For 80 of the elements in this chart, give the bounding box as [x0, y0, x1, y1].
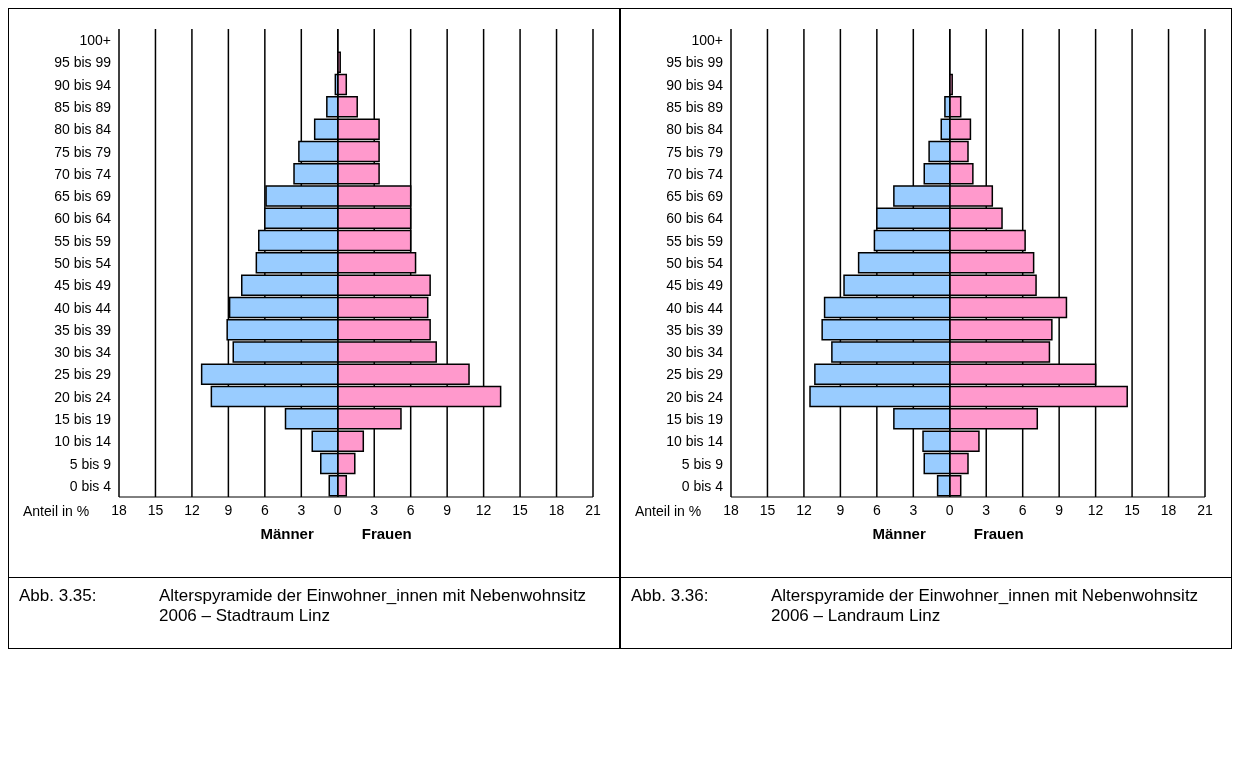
x-tick-label: 6 [260, 501, 269, 518]
x-tick-label: 18 [723, 501, 739, 518]
x-tick-label: 6 [406, 501, 415, 518]
y-tick-label: 5 bis 9 [69, 455, 112, 472]
text: Alterspyramide der Einwohner_innen mit Nebenwohnsitz 2006 – Stadtraum Linz [159, 586, 588, 627]
y-tick-label: 10 bis 14 [54, 433, 112, 450]
y-tick-label: 65 bis 69 [666, 188, 724, 205]
y-tick-label: 25 bis 29 [666, 366, 724, 383]
y-tick-label: 75 bis 79 [666, 143, 724, 160]
y-tick-label: 55 bis 59 [666, 232, 724, 249]
y-tick-label: 20 bis 24 [666, 388, 724, 405]
x-tick-label: 15 [759, 501, 776, 518]
x-tick-label: 12 [1087, 501, 1104, 518]
x-tick-label: 0 [333, 501, 342, 518]
y-tick-label: 85 bis 89 [666, 98, 724, 115]
x-tick-label: 9 [1055, 501, 1064, 518]
text: Männer [260, 525, 314, 542]
text: Frauen [973, 525, 1024, 542]
y-tick-label: 45 bis 49 [666, 277, 724, 294]
y-tick-label: 60 bis 64 [54, 210, 112, 227]
x-tick-label: 18 [111, 501, 127, 518]
y-tick-label: 90 bis 94 [54, 76, 112, 93]
y-tick-label: 100+ [691, 32, 723, 49]
x-tick-label: 15 [1124, 501, 1141, 518]
y-tick-label: 60 bis 64 [666, 210, 724, 227]
y-tick-label: 50 bis 54 [54, 254, 112, 271]
y-tick-label: 95 bis 99 [54, 54, 112, 71]
y-tick-label: 30 bis 34 [666, 344, 724, 361]
y-tick-label: 5 bis 9 [681, 455, 724, 472]
x-axis-title: Anteil in % [23, 503, 90, 519]
text: Alterspyramide der Einwohner_innen mit Nebenwohnsitz 2006 – Landraum Linz [771, 586, 1200, 627]
y-tick-label: 65 bis 69 [54, 188, 112, 205]
y-tick-label: 25 bis 29 [54, 366, 112, 383]
y-tick-label: 20 bis 24 [54, 388, 112, 405]
y-tick-label: 45 bis 49 [54, 277, 112, 294]
x-tick-label: 15 [147, 501, 164, 518]
x-tick-label: 6 [872, 501, 881, 518]
x-tick-label: 18 [548, 501, 565, 518]
y-tick-label: 70 bis 74 [54, 165, 112, 182]
y-tick-label: 35 bis 39 [54, 321, 112, 338]
y-tick-label: 30 bis 34 [54, 344, 112, 361]
text: Frauen [361, 525, 412, 542]
y-tick-label: 50 bis 54 [666, 254, 724, 271]
y-tick-label: 10 bis 14 [666, 433, 724, 450]
x-tick-label: 9 [224, 501, 233, 518]
x-tick-label: 12 [475, 501, 492, 518]
y-tick-label: 90 bis 94 [666, 76, 724, 93]
x-tick-label: 9 [443, 501, 452, 518]
y-tick-label: 70 bis 74 [666, 165, 724, 182]
x-tick-label: 12 [796, 501, 812, 518]
x-tick-label: 12 [184, 501, 200, 518]
x-tick-label: 3 [982, 501, 991, 518]
caption: Abb. 3.35: [19, 586, 98, 607]
x-tick-label: 9 [836, 501, 845, 518]
y-tick-label: 75 bis 79 [54, 143, 112, 160]
y-tick-label: 15 bis 19 [54, 410, 112, 427]
caption: Abb. 3.36: [631, 586, 710, 607]
y-tick-label: 40 bis 44 [54, 299, 112, 316]
y-tick-label: 80 bis 84 [54, 121, 112, 138]
x-tick-label: 3 [370, 501, 379, 518]
x-tick-label: 3 [297, 501, 306, 518]
y-tick-label: 100+ [79, 32, 111, 49]
text: Männer [872, 525, 926, 542]
x-tick-label: 6 [1018, 501, 1027, 518]
y-tick-label: 0 bis 4 [69, 477, 112, 494]
x-tick-label: 18 [1160, 501, 1177, 518]
y-tick-label: 80 bis 84 [666, 121, 724, 138]
x-tick-label: 21 [1197, 501, 1213, 518]
y-tick-label: 40 bis 44 [666, 299, 724, 316]
y-tick-label: 15 bis 19 [666, 410, 724, 427]
y-tick-label: 85 bis 89 [54, 98, 112, 115]
y-tick-label: 35 bis 39 [666, 321, 724, 338]
x-tick-label: 15 [512, 501, 529, 518]
x-axis-title: Anteil in % [635, 503, 702, 519]
x-tick-label: 3 [909, 501, 918, 518]
y-tick-label: 0 bis 4 [681, 477, 724, 494]
y-tick-label: 95 bis 99 [666, 54, 724, 71]
y-tick-label: 55 bis 59 [54, 232, 112, 249]
x-tick-label: 0 [945, 501, 954, 518]
x-tick-label: 21 [585, 501, 601, 518]
